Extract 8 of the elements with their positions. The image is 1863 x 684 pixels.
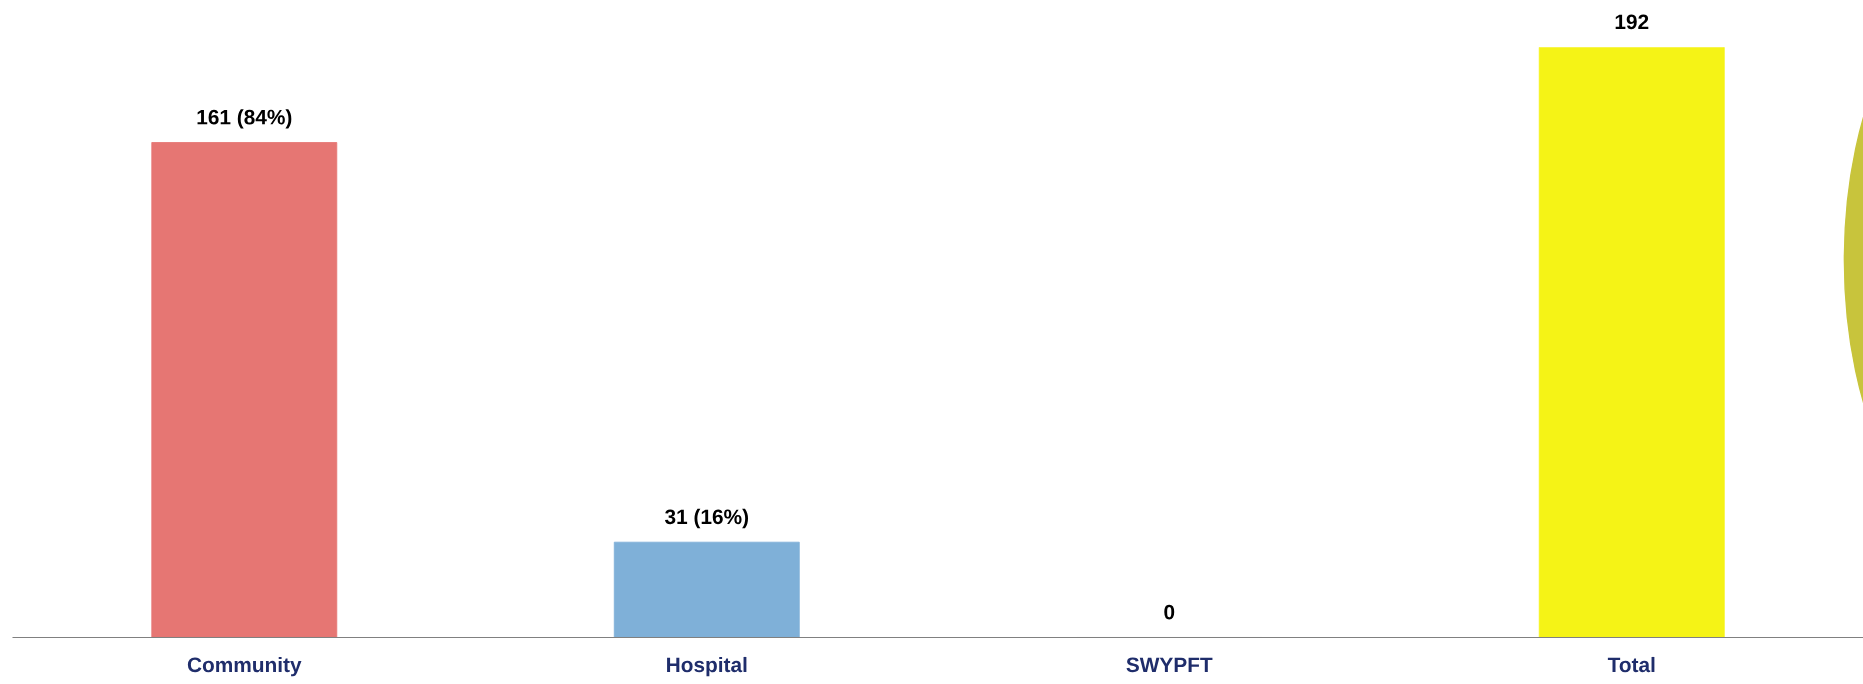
data-label: 0 [1164, 604, 1175, 620]
data-label: 31 (16%) [664, 508, 749, 529]
x-tick-label: Hospital [667, 656, 747, 677]
x-tick-label: Community [187, 656, 302, 677]
x-tick-label: SWYPFT [1126, 657, 1213, 673]
x-tick-label: Total [1607, 656, 1655, 673]
data-label: 161 (84%) [197, 109, 292, 129]
data-label: 192 [1615, 14, 1649, 30]
